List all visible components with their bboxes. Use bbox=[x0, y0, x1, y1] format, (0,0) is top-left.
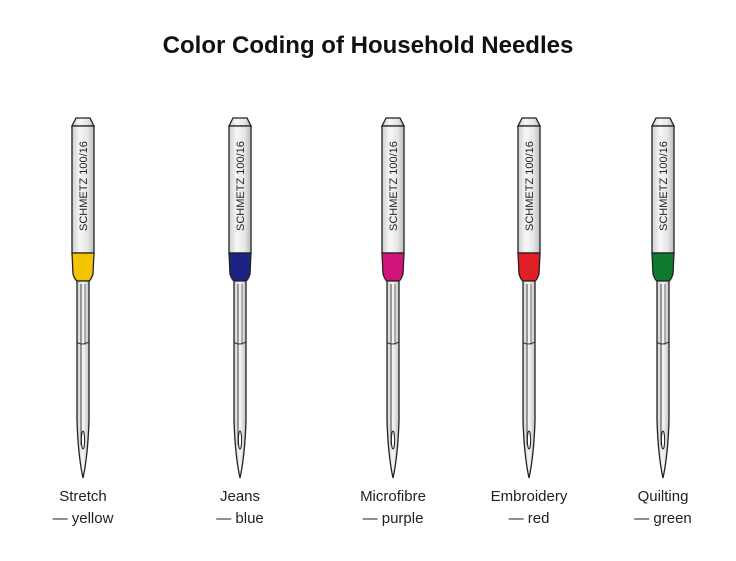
needle-blade bbox=[76, 280, 90, 479]
needle-caption: Embroidery — red bbox=[454, 486, 604, 530]
needle-brand-text: SCHMETZ 100/16 bbox=[524, 141, 536, 231]
needle-color-band bbox=[651, 252, 675, 282]
needle-eye bbox=[526, 430, 532, 450]
needle-eye bbox=[237, 430, 243, 450]
needle-head bbox=[70, 117, 96, 127]
needle-type-label: Stretch bbox=[59, 488, 107, 505]
needle-head bbox=[227, 117, 253, 127]
needle-jeans: SCHMETZ 100/16 bbox=[227, 117, 253, 479]
needle-microfibre: SCHMETZ 100/16 bbox=[380, 117, 406, 479]
needle-eye bbox=[390, 430, 396, 450]
needle-caption: Quilting — green bbox=[588, 486, 736, 530]
needle-blade bbox=[656, 280, 670, 479]
needle-head bbox=[380, 117, 406, 127]
needle-eye bbox=[80, 430, 86, 450]
needle-blade bbox=[522, 280, 536, 479]
needle-scarf bbox=[522, 341, 536, 345]
needle-color-label: — blue bbox=[216, 510, 264, 527]
needle-scarf bbox=[233, 341, 247, 345]
needle-type-label: Embroidery bbox=[490, 488, 568, 505]
needle-blade bbox=[233, 280, 247, 479]
needle-color-label: — purple bbox=[362, 510, 424, 527]
needle-brand-text: SCHMETZ 100/16 bbox=[658, 141, 670, 231]
needle-blade bbox=[386, 280, 400, 479]
needle-scarf bbox=[656, 341, 670, 345]
needle-brand-text: SCHMETZ 100/16 bbox=[388, 141, 400, 231]
needle-type-label: Microfibre bbox=[360, 488, 426, 505]
needle-head bbox=[516, 117, 542, 127]
needle-color-label: — green bbox=[634, 510, 692, 527]
diagram-title: Color Coding of Household Needles bbox=[162, 32, 574, 59]
needle-color-band bbox=[71, 252, 95, 282]
needle-caption: Stretch — yellow bbox=[8, 486, 158, 530]
needle-brand-text: SCHMETZ 100/16 bbox=[235, 141, 247, 231]
needle-color-band bbox=[517, 252, 541, 282]
needle-color-band bbox=[381, 252, 405, 282]
needle-color-label: — red bbox=[508, 510, 550, 527]
needle-scarf bbox=[76, 341, 90, 345]
needle-head bbox=[650, 117, 676, 127]
needle-color-band bbox=[228, 252, 252, 282]
needle-type-label: Quilting bbox=[637, 488, 689, 505]
needle-caption: Jeans — blue bbox=[165, 486, 315, 530]
needle-scarf bbox=[386, 341, 400, 345]
needle-color-label: — yellow bbox=[52, 510, 114, 527]
needle-quilting: SCHMETZ 100/16 bbox=[650, 117, 676, 479]
needle-brand-text: SCHMETZ 100/16 bbox=[78, 141, 90, 231]
needle-caption: Microfibre — purple bbox=[318, 486, 468, 530]
needle-eye bbox=[660, 430, 666, 450]
needle-embroidery: SCHMETZ 100/16 bbox=[516, 117, 542, 479]
needle-stretch: SCHMETZ 100/16 bbox=[70, 117, 96, 479]
needle-type-label: Jeans bbox=[219, 488, 261, 505]
